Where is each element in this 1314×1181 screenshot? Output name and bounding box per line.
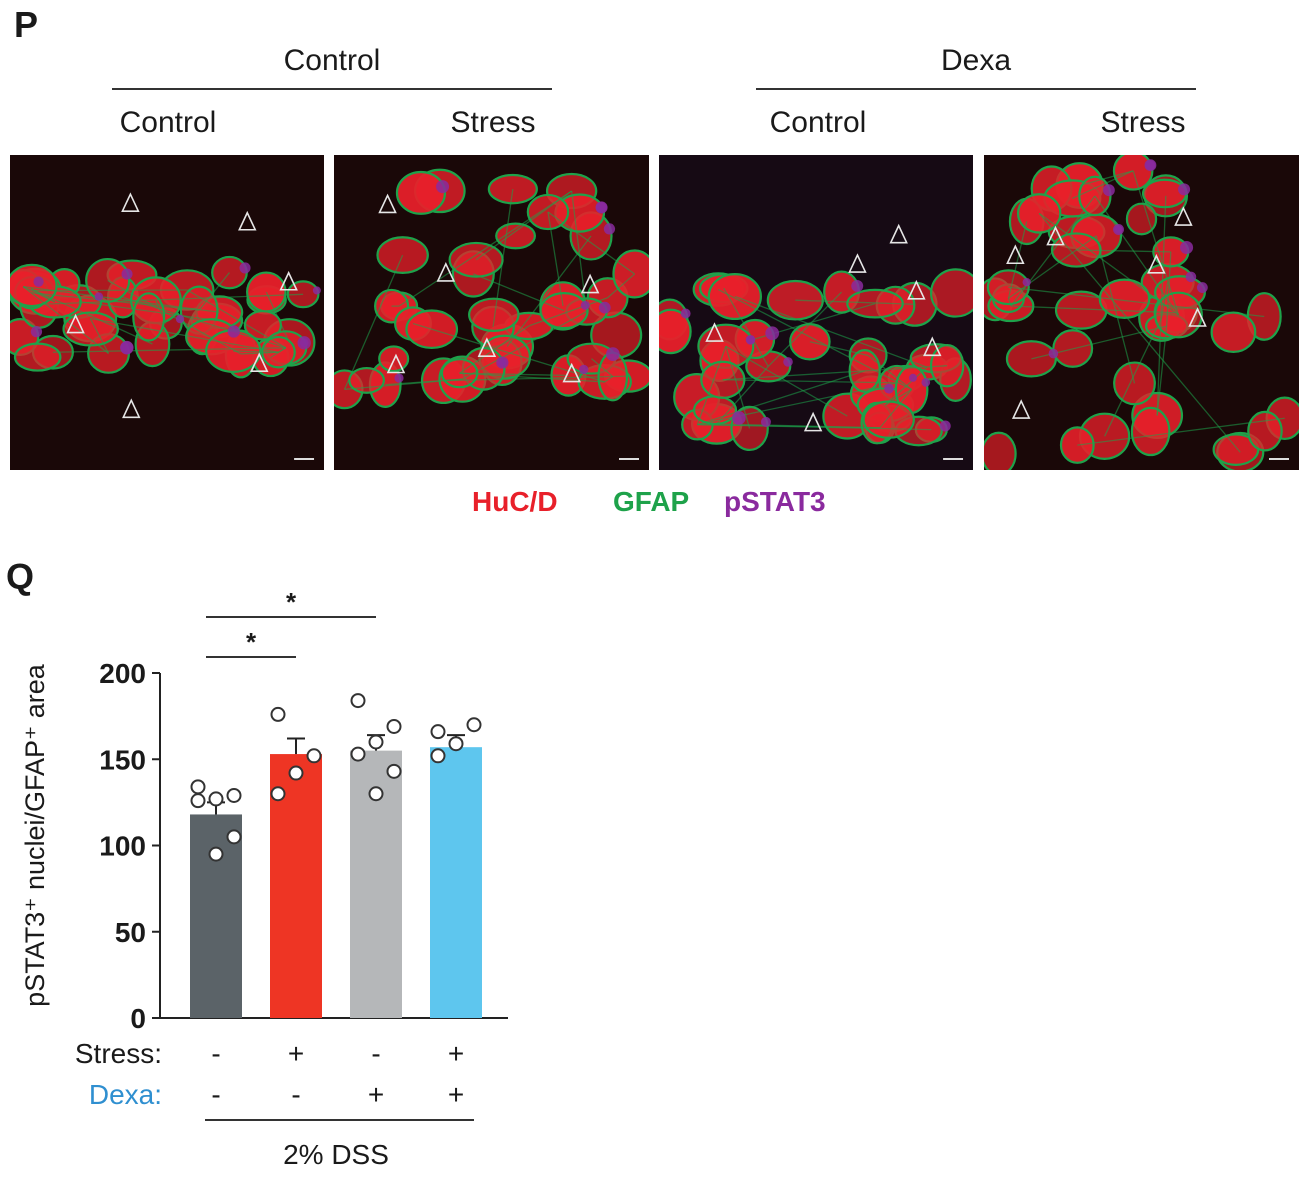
y-tick-label: 100: [99, 831, 146, 862]
data-point: [350, 693, 366, 709]
data-point: [288, 765, 304, 781]
micrograph-control-stress: [334, 155, 649, 470]
data-point: [368, 786, 384, 802]
condition-row-label: Dexa:: [89, 1079, 162, 1110]
column-header-2: Stress: [450, 106, 536, 139]
micrograph-control-control: [10, 155, 324, 470]
significance-star: *: [246, 627, 257, 657]
condition-sign: +: [448, 1079, 464, 1110]
data-point: [448, 736, 464, 752]
condition-sign: -: [291, 1079, 300, 1110]
column-header-1: Control: [119, 106, 217, 139]
y-axis-label: pSTAT3⁺ nuclei/GFAP⁺ area: [20, 663, 50, 1007]
panel-letter-q: Q: [6, 556, 35, 597]
legend-hucd: HuC/D: [472, 486, 558, 517]
y-tick-label: 150: [99, 744, 146, 775]
column-header-4: Stress: [1100, 106, 1186, 139]
condition-sign: -: [211, 1038, 220, 1069]
data-point: [368, 734, 384, 750]
data-point: [430, 724, 446, 740]
y-tick-label: 50: [115, 917, 146, 948]
data-point: [190, 793, 206, 809]
group-rule-control: [112, 88, 552, 90]
data-point: [270, 706, 286, 722]
bar-chart: 0 50 100 150 200 pSTAT3⁺ nuclei/GFAP⁺ area * * S…: [20, 587, 508, 1170]
y-tick-label: 200: [99, 658, 146, 689]
data-point: [350, 746, 366, 762]
panel-letter-p: P: [14, 4, 39, 45]
data-point: [386, 763, 402, 779]
data-point: [208, 791, 224, 807]
group-header-control: Control: [283, 44, 381, 77]
data-point: [208, 846, 224, 862]
column-header-3: Control: [769, 106, 867, 139]
condition-sign: -: [371, 1038, 380, 1069]
micrograph-dexa-stress: [984, 155, 1299, 470]
data-point: [430, 748, 446, 764]
group-rule-dexa: [756, 88, 1196, 90]
data-point: [226, 787, 242, 803]
y-tick-label: 0: [130, 1003, 146, 1034]
data-point: [270, 786, 286, 802]
bar-1: [190, 814, 242, 1018]
legend-gfap: GFAP: [613, 486, 690, 517]
group-label: 2% DSS: [283, 1139, 389, 1170]
group-header-dexa: Dexa: [940, 44, 1012, 77]
significance-star: *: [286, 587, 297, 617]
condition-sign: -: [211, 1079, 220, 1110]
data-point: [306, 748, 322, 764]
bar-4: [430, 747, 482, 1018]
condition-sign: +: [288, 1038, 304, 1069]
data-point: [226, 829, 242, 845]
condition-sign: +: [368, 1079, 384, 1110]
data-point: [386, 718, 402, 734]
micrograph-dexa-control: [659, 155, 973, 470]
condition-sign: +: [448, 1038, 464, 1069]
data-point: [466, 717, 482, 733]
legend-pstat3: pSTAT3: [724, 486, 826, 517]
condition-row-label: Stress:: [75, 1038, 162, 1069]
data-point: [190, 779, 206, 795]
